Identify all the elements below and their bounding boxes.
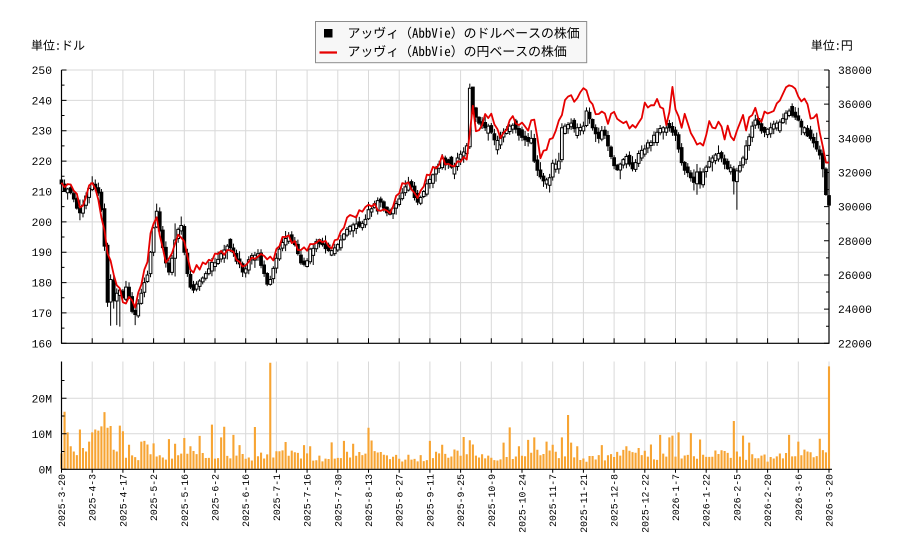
- svg-text:2025-4-17: 2025-4-17: [118, 474, 129, 527]
- svg-text:2025-10-9: 2025-10-9: [487, 474, 498, 527]
- svg-text:2025-7-30: 2025-7-30: [333, 474, 344, 527]
- svg-text:2025-11-21: 2025-11-21: [579, 474, 590, 533]
- svg-text:10M: 10M: [32, 430, 53, 442]
- svg-text:160: 160: [32, 339, 53, 351]
- svg-text:2025-8-13: 2025-8-13: [364, 474, 375, 527]
- svg-text:2025-7-1: 2025-7-1: [272, 474, 283, 521]
- svg-text:30000: 30000: [838, 203, 872, 215]
- svg-text:34000: 34000: [838, 134, 872, 146]
- svg-text:2025-12-8: 2025-12-8: [610, 474, 621, 527]
- svg-text:2025-8-27: 2025-8-27: [395, 474, 406, 527]
- svg-text:2025-7-16: 2025-7-16: [303, 474, 314, 527]
- svg-text:250: 250: [32, 66, 53, 78]
- svg-text:2025-4-3: 2025-4-3: [88, 474, 99, 521]
- svg-text:36000: 36000: [838, 100, 872, 112]
- svg-text:240: 240: [32, 96, 53, 108]
- svg-text:210: 210: [32, 187, 53, 199]
- svg-text:2026-3-20: 2026-3-20: [825, 474, 836, 527]
- svg-text:26000: 26000: [838, 271, 872, 283]
- svg-text:230: 230: [32, 127, 53, 139]
- svg-text:170: 170: [32, 309, 53, 321]
- svg-text:2026-1-22: 2026-1-22: [702, 474, 713, 527]
- svg-text:20M: 20M: [32, 394, 53, 406]
- svg-text:28000: 28000: [838, 237, 872, 249]
- svg-text:220: 220: [32, 157, 53, 169]
- svg-text:2026-2-20: 2026-2-20: [763, 474, 774, 527]
- svg-text:2025-6-2: 2025-6-2: [211, 474, 222, 521]
- svg-text:2025-10-24: 2025-10-24: [518, 474, 529, 533]
- svg-text:32000: 32000: [838, 168, 872, 180]
- svg-text:2026-2-5: 2026-2-5: [732, 474, 743, 521]
- svg-text:2026-1-7: 2026-1-7: [671, 474, 682, 521]
- svg-text:2026-3-6: 2026-3-6: [794, 474, 805, 521]
- svg-text:2025-12-22: 2025-12-22: [640, 474, 651, 533]
- svg-text:2025-5-16: 2025-5-16: [180, 474, 191, 527]
- svg-text:200: 200: [32, 218, 53, 230]
- svg-text:2025-9-11: 2025-9-11: [425, 474, 436, 527]
- svg-text:180: 180: [32, 279, 53, 291]
- svg-text:0M: 0M: [38, 465, 52, 477]
- svg-text:2025-11-7: 2025-11-7: [548, 474, 559, 527]
- svg-text:2025-6-16: 2025-6-16: [241, 474, 252, 527]
- svg-text:22000: 22000: [838, 339, 872, 351]
- svg-text:2025-3-20: 2025-3-20: [57, 474, 68, 527]
- svg-text:24000: 24000: [838, 305, 872, 317]
- svg-text:2025-5-2: 2025-5-2: [149, 474, 160, 521]
- svg-text:2025-9-25: 2025-9-25: [456, 474, 467, 527]
- svg-text:38000: 38000: [838, 66, 872, 78]
- svg-text:190: 190: [32, 248, 53, 260]
